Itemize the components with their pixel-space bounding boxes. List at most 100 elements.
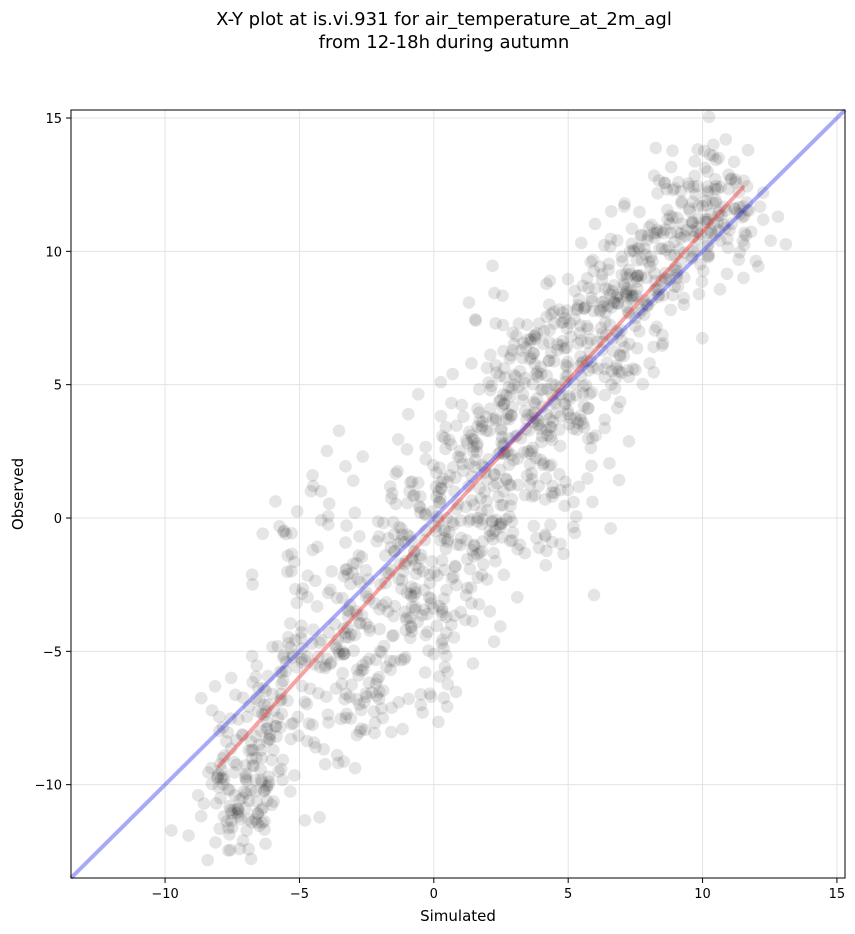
- scatter-point: [617, 349, 630, 363]
- scatter-point: [367, 705, 381, 718]
- scatter-point: [678, 246, 691, 260]
- scatter-point: [338, 626, 352, 640]
- scatter-point: [732, 185, 746, 199]
- scatter-point: [670, 264, 684, 278]
- scatter-point: [429, 525, 443, 538]
- scatter-point: [332, 645, 345, 658]
- scatter-point: [253, 694, 266, 707]
- x-tick-label: 10: [694, 887, 711, 902]
- scatter-point: [580, 354, 594, 368]
- scatter-point: [483, 605, 497, 618]
- scatter-point: [680, 224, 693, 237]
- scatter-point: [302, 717, 316, 730]
- scatter-point: [619, 288, 633, 301]
- scatter-point: [586, 431, 599, 445]
- scatter-point: [625, 293, 638, 307]
- scatter-point: [582, 401, 595, 415]
- scatter-point: [281, 694, 294, 707]
- scatter-point: [671, 280, 685, 293]
- scatter-point: [240, 710, 254, 724]
- scatter-point: [498, 437, 511, 450]
- scatter-point: [610, 362, 623, 376]
- scatter-point: [719, 204, 733, 217]
- scatter-point: [615, 334, 628, 348]
- scatter-point: [232, 713, 245, 726]
- scatter-point: [262, 770, 275, 784]
- scatter-point: [640, 271, 653, 285]
- scatter-point: [483, 524, 497, 537]
- scatter-point: [693, 227, 707, 241]
- scatter-point: [400, 586, 414, 599]
- scatter-point: [678, 271, 691, 284]
- scatter-point: [554, 483, 567, 497]
- scatter-point: [475, 517, 488, 531]
- scatter-point: [531, 418, 545, 432]
- scatter-point: [397, 653, 411, 666]
- scatter-point: [678, 229, 692, 243]
- scatter-point: [493, 369, 506, 383]
- scatter-point: [348, 506, 362, 520]
- scatter-point: [721, 241, 735, 254]
- scatter-point: [606, 284, 620, 298]
- scatter-point: [557, 547, 570, 561]
- scatter-point: [300, 649, 313, 663]
- scatter-point: [256, 801, 270, 815]
- scatter-point: [543, 412, 556, 426]
- scatter-point: [338, 647, 351, 660]
- scatter-point: [686, 230, 700, 244]
- scatter-point: [381, 605, 395, 618]
- scatter-point: [487, 467, 501, 481]
- scatter-point: [439, 442, 452, 456]
- scatter-point: [546, 490, 559, 503]
- scatter-point: [339, 687, 353, 701]
- scatter-point: [709, 194, 723, 207]
- scatter-point: [644, 250, 658, 264]
- scatter-point: [652, 288, 665, 302]
- scatter-point: [578, 421, 591, 434]
- scatter-point: [208, 679, 222, 693]
- scatter-point: [732, 253, 746, 266]
- scatter-point: [461, 552, 474, 566]
- scatter-point: [658, 271, 672, 285]
- scatter-point: [425, 555, 439, 568]
- scatter-point: [725, 172, 738, 185]
- scatter-point: [205, 761, 218, 775]
- scatter-point: [276, 753, 290, 767]
- scatter-point: [635, 229, 649, 242]
- scatter-point: [411, 615, 424, 629]
- scatter-point: [456, 457, 469, 471]
- x-tick-label: −5: [290, 887, 309, 902]
- scatter-point: [465, 470, 479, 483]
- scatter-point: [282, 637, 295, 650]
- identity-line: [69, 108, 847, 880]
- scatter-point: [475, 505, 488, 518]
- scatter-point: [295, 679, 309, 693]
- scatter-point: [260, 794, 274, 807]
- scatter-point: [502, 478, 516, 491]
- scatter-point: [440, 535, 454, 549]
- scatter-point: [475, 568, 489, 582]
- scatter-point: [342, 630, 356, 644]
- scatter-point: [398, 650, 412, 664]
- scatter-point: [621, 364, 635, 377]
- y-tick-label: 5: [54, 379, 62, 394]
- scatter-point: [350, 728, 364, 742]
- scatter-point: [395, 574, 409, 587]
- scatter-point: [595, 327, 609, 340]
- scatter-point: [225, 806, 238, 820]
- scatter-point: [213, 822, 226, 836]
- scatter-point: [545, 388, 559, 402]
- scatter-point: [702, 250, 715, 264]
- scatter-point: [359, 617, 373, 631]
- scatter-point: [392, 695, 405, 709]
- scatter-point: [437, 523, 450, 537]
- scatter-point: [598, 282, 612, 295]
- scatter-point: [360, 586, 373, 599]
- scatter-point: [345, 678, 358, 692]
- scatter-point: [415, 609, 429, 622]
- scatter-point: [465, 357, 478, 370]
- scatter-point: [454, 605, 467, 619]
- scatter-point: [598, 413, 612, 426]
- scatter-point: [237, 785, 251, 798]
- scatter-point: [376, 599, 389, 612]
